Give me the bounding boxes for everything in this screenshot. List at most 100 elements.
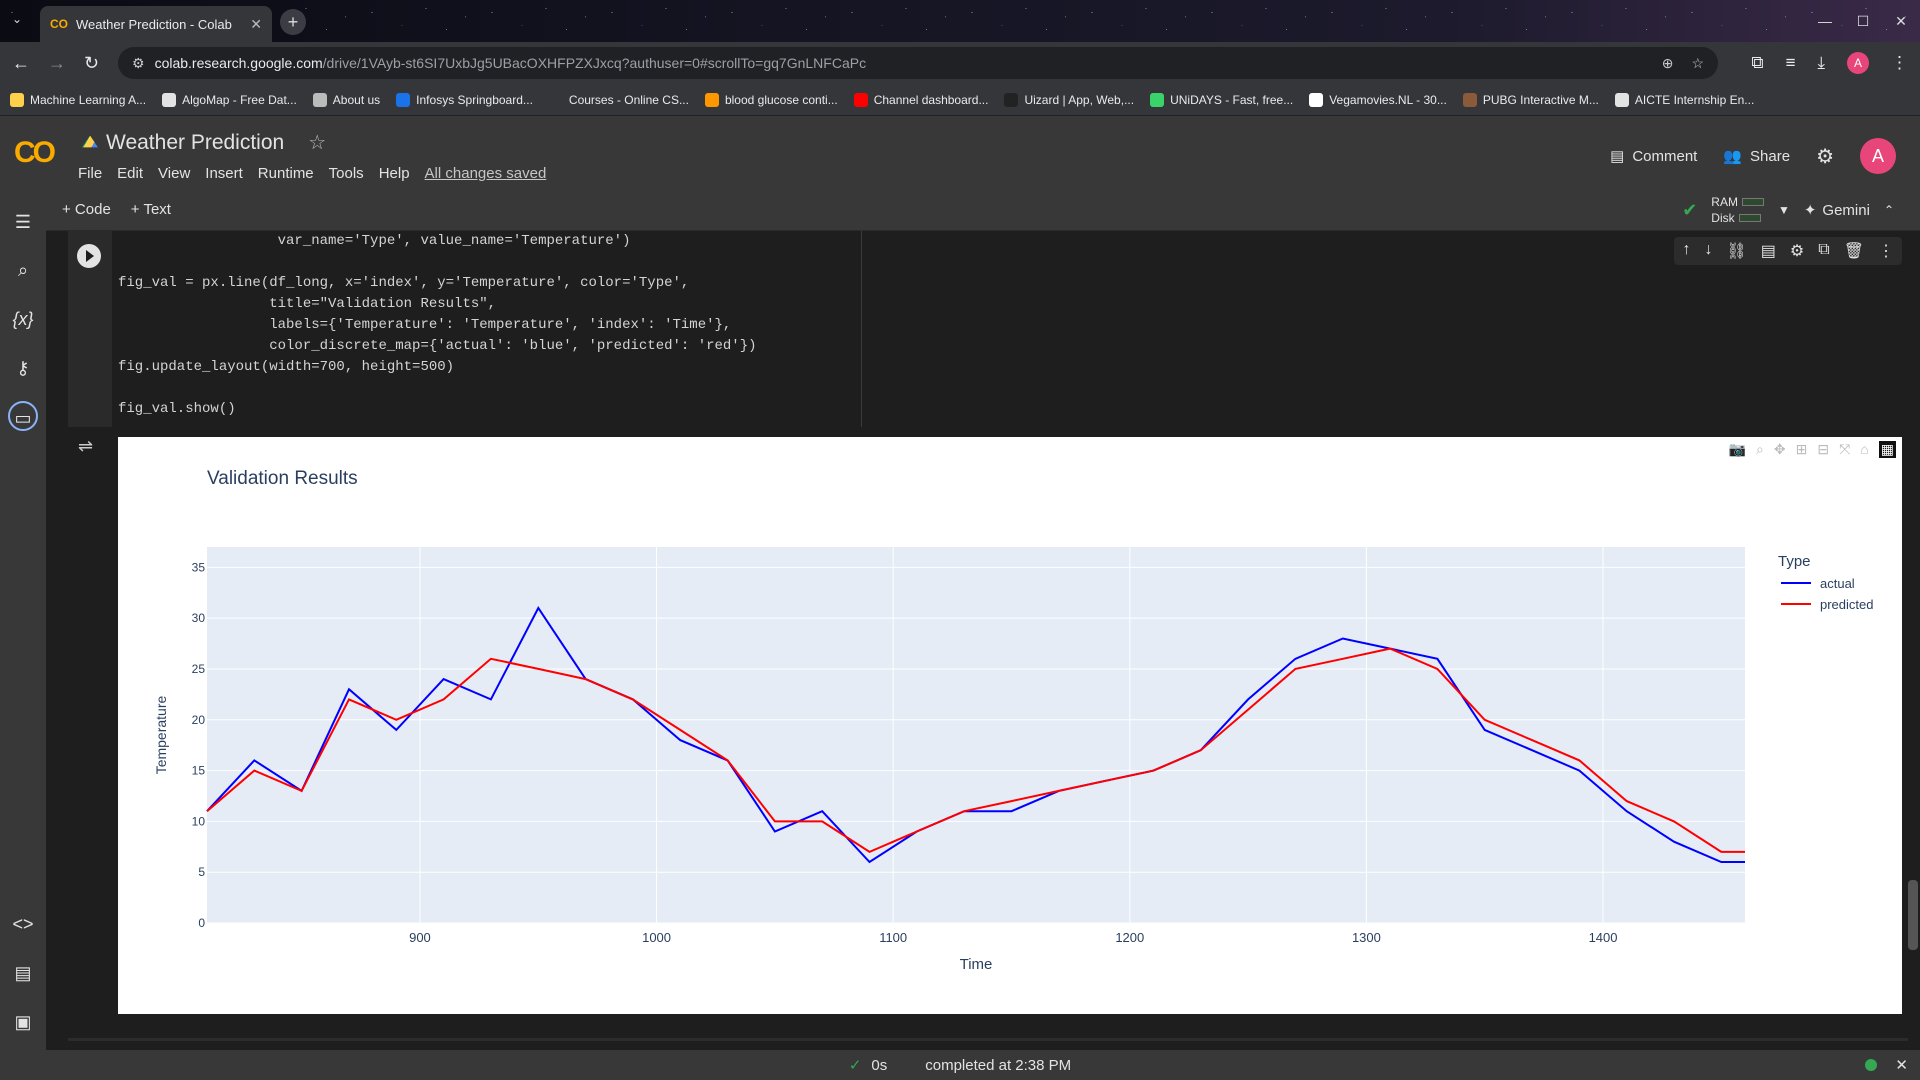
code-snippets-icon[interactable]: <>	[12, 914, 34, 934]
colab-logo[interactable]: CO	[14, 136, 56, 169]
bookmark-favicon-icon	[1004, 92, 1019, 107]
menu-runtime[interactable]: Runtime	[257, 165, 314, 182]
cell-settings-icon[interactable]: ⚙	[1789, 243, 1805, 260]
grid-lines	[207, 547, 1745, 924]
maximize-icon[interactable]: ☐	[1856, 13, 1870, 29]
reading-list-icon[interactable]: ≡	[1785, 53, 1796, 72]
variables-icon[interactable]: {x}	[12, 309, 34, 329]
bookmark-label: Uizard | App, Web,...	[1024, 92, 1135, 107]
plot-area	[207, 547, 1745, 923]
code-line	[118, 252, 861, 273]
code-editor[interactable]: var_name='Type', value_name='Temperature…	[118, 231, 862, 427]
bookmark-item[interactable]: AICTE Internship En...	[1614, 92, 1754, 107]
run-cell-button[interactable]	[77, 244, 101, 268]
browser-menu-icon[interactable]: ⋮	[1891, 53, 1908, 72]
command-palette-icon[interactable]: ▤	[14, 963, 32, 983]
collapse-chevron-icon[interactable]: ⌃	[1883, 203, 1894, 217]
menu-edit[interactable]: Edit	[117, 165, 144, 182]
forward-icon[interactable]: →	[48, 52, 66, 73]
terminal-icon[interactable]: ▣	[14, 1012, 32, 1032]
close-tab-icon[interactable]: ✕	[250, 15, 262, 32]
bookmark-item[interactable]: Vegamovies.NL - 30...	[1309, 92, 1447, 107]
x-tick-label: 900	[409, 930, 431, 945]
link-icon[interactable]: ⛓	[1726, 243, 1747, 260]
bookmark-item[interactable]: Courses - Online CS...	[548, 92, 689, 107]
address-bar[interactable]: ⚙ colab.research.google.com/drive/1VAyb-…	[118, 47, 1718, 79]
bookmarks-bar: Machine Learning A... AlgoMap - Free Dat.…	[0, 84, 1920, 116]
bookmark-favicon-icon	[1150, 92, 1165, 107]
secrets-key-icon[interactable]: ⚷	[16, 358, 30, 378]
plotly-logo-icon[interactable]: ▦	[1878, 441, 1896, 458]
bookmark-item[interactable]: PUBG Interactive M...	[1462, 92, 1599, 107]
bookmark-item[interactable]: Channel dashboard...	[853, 92, 988, 107]
settings-gear-icon[interactable]: ⚙	[1816, 145, 1834, 168]
download-icon[interactable]: ⤓	[1817, 53, 1825, 72]
zoom-icon[interactable]: ⊕	[1661, 54, 1674, 71]
runtime-dropdown-icon[interactable]: ▼	[1777, 203, 1790, 217]
zoom-icon[interactable]: ⌕	[1756, 441, 1764, 457]
comment-button[interactable]: ▤ Comment	[1610, 147, 1698, 166]
pan-icon[interactable]: ✥	[1773, 441, 1786, 457]
comment-label: Comment	[1632, 147, 1698, 165]
bookmark-favicon-icon	[312, 92, 327, 107]
resource-monitor[interactable]: RAM Disk	[1711, 195, 1764, 225]
browser-tab[interactable]: CO Weather Prediction - Colab ✕	[40, 6, 272, 42]
user-avatar[interactable]: A	[1860, 138, 1896, 174]
y-tick-label: 10	[192, 814, 206, 828]
back-icon[interactable]: ←	[12, 52, 30, 73]
plot-output[interactable]: 📷 ⌕ ✥ ⊞ ⊟ ⤧ ⌂ ▦ Validation Results 0 5 10 1…	[118, 437, 1902, 1014]
output-actions-icon[interactable]: ⇌	[78, 436, 94, 456]
camera-icon[interactable]: 📷	[1728, 441, 1747, 457]
menu-view[interactable]: View	[158, 165, 191, 182]
menu-help[interactable]: Help	[378, 165, 410, 182]
profile-avatar[interactable]: A	[1847, 52, 1869, 74]
search-icon[interactable]: ⌕	[17, 260, 29, 280]
bookmark-label: Machine Learning A...	[30, 92, 147, 107]
zoom-out-icon[interactable]: ⊟	[1817, 441, 1830, 457]
table-of-contents-icon[interactable]: ☰	[14, 212, 32, 232]
close-window-icon[interactable]: ✕	[1895, 13, 1907, 29]
new-tab-button[interactable]: +	[280, 9, 306, 35]
bookmark-star-icon[interactable]: ☆	[1691, 54, 1704, 71]
bookmark-item[interactable]: UNiDAYS - Fast, free...	[1150, 92, 1294, 107]
tab-search-icon[interactable]: ⌄	[12, 12, 23, 26]
notebook-title[interactable]: Weather Prediction	[106, 130, 285, 154]
bookmark-label: UNiDAYS - Fast, free...	[1170, 92, 1294, 107]
add-code-button[interactable]: + Code	[62, 201, 111, 218]
move-down-icon[interactable]: ↓	[1704, 241, 1713, 258]
gemini-button[interactable]: ✦ Gemini	[1804, 201, 1870, 220]
bookmark-item[interactable]: Machine Learning A...	[10, 92, 147, 107]
share-icon: 👥	[1723, 148, 1743, 165]
bookmark-item[interactable]: blood glucose conti...	[704, 92, 838, 107]
site-info-icon[interactable]: ⚙	[132, 54, 145, 71]
close-status-icon[interactable]: ✕	[1895, 1057, 1908, 1074]
zoom-in-icon[interactable]: ⊞	[1795, 441, 1808, 457]
comment-cell-icon[interactable]: ▤	[1760, 243, 1776, 260]
minimize-icon[interactable]: —	[1818, 13, 1832, 29]
reset-axes-icon[interactable]: ⌂	[1860, 441, 1869, 457]
bookmark-item[interactable]: AlgoMap - Free Dat...	[162, 92, 297, 107]
legend-item-actual[interactable]: actual	[1820, 576, 1855, 591]
reload-icon[interactable]: ↻	[84, 52, 100, 73]
files-folder-icon[interactable]: ▭	[8, 401, 38, 431]
more-options-icon[interactable]: ⋮	[1878, 243, 1894, 260]
bookmark-item[interactable]: About us	[312, 92, 380, 107]
gemini-label: Gemini	[1822, 201, 1870, 219]
delete-cell-icon[interactable]: 🗑	[1843, 243, 1864, 260]
move-up-icon[interactable]: ↑	[1682, 241, 1691, 258]
share-button[interactable]: 👥 Share	[1723, 147, 1790, 166]
mirror-cell-icon[interactable]: ⧉	[1818, 241, 1830, 258]
autoscale-icon[interactable]: ⤧	[1839, 441, 1851, 457]
code-cell[interactable]: var_name='Type', value_name='Temperature…	[68, 231, 1920, 427]
save-status-link[interactable]: All changes saved	[424, 165, 547, 182]
legend-item-predicted[interactable]: predicted	[1820, 597, 1873, 612]
bookmark-item[interactable]: Uizard | App, Web,...	[1004, 92, 1135, 107]
menu-tools[interactable]: Tools	[328, 165, 364, 182]
star-icon[interactable]: ☆	[308, 132, 327, 154]
bookmark-item[interactable]: Infosys Springboard...	[396, 92, 533, 107]
menu-file[interactable]: File	[78, 165, 103, 182]
scrollbar[interactable]	[1908, 880, 1918, 950]
menu-insert[interactable]: Insert	[205, 165, 243, 182]
add-text-button[interactable]: + Text	[130, 201, 171, 218]
extensions-icon[interactable]: ⧉	[1751, 53, 1764, 72]
